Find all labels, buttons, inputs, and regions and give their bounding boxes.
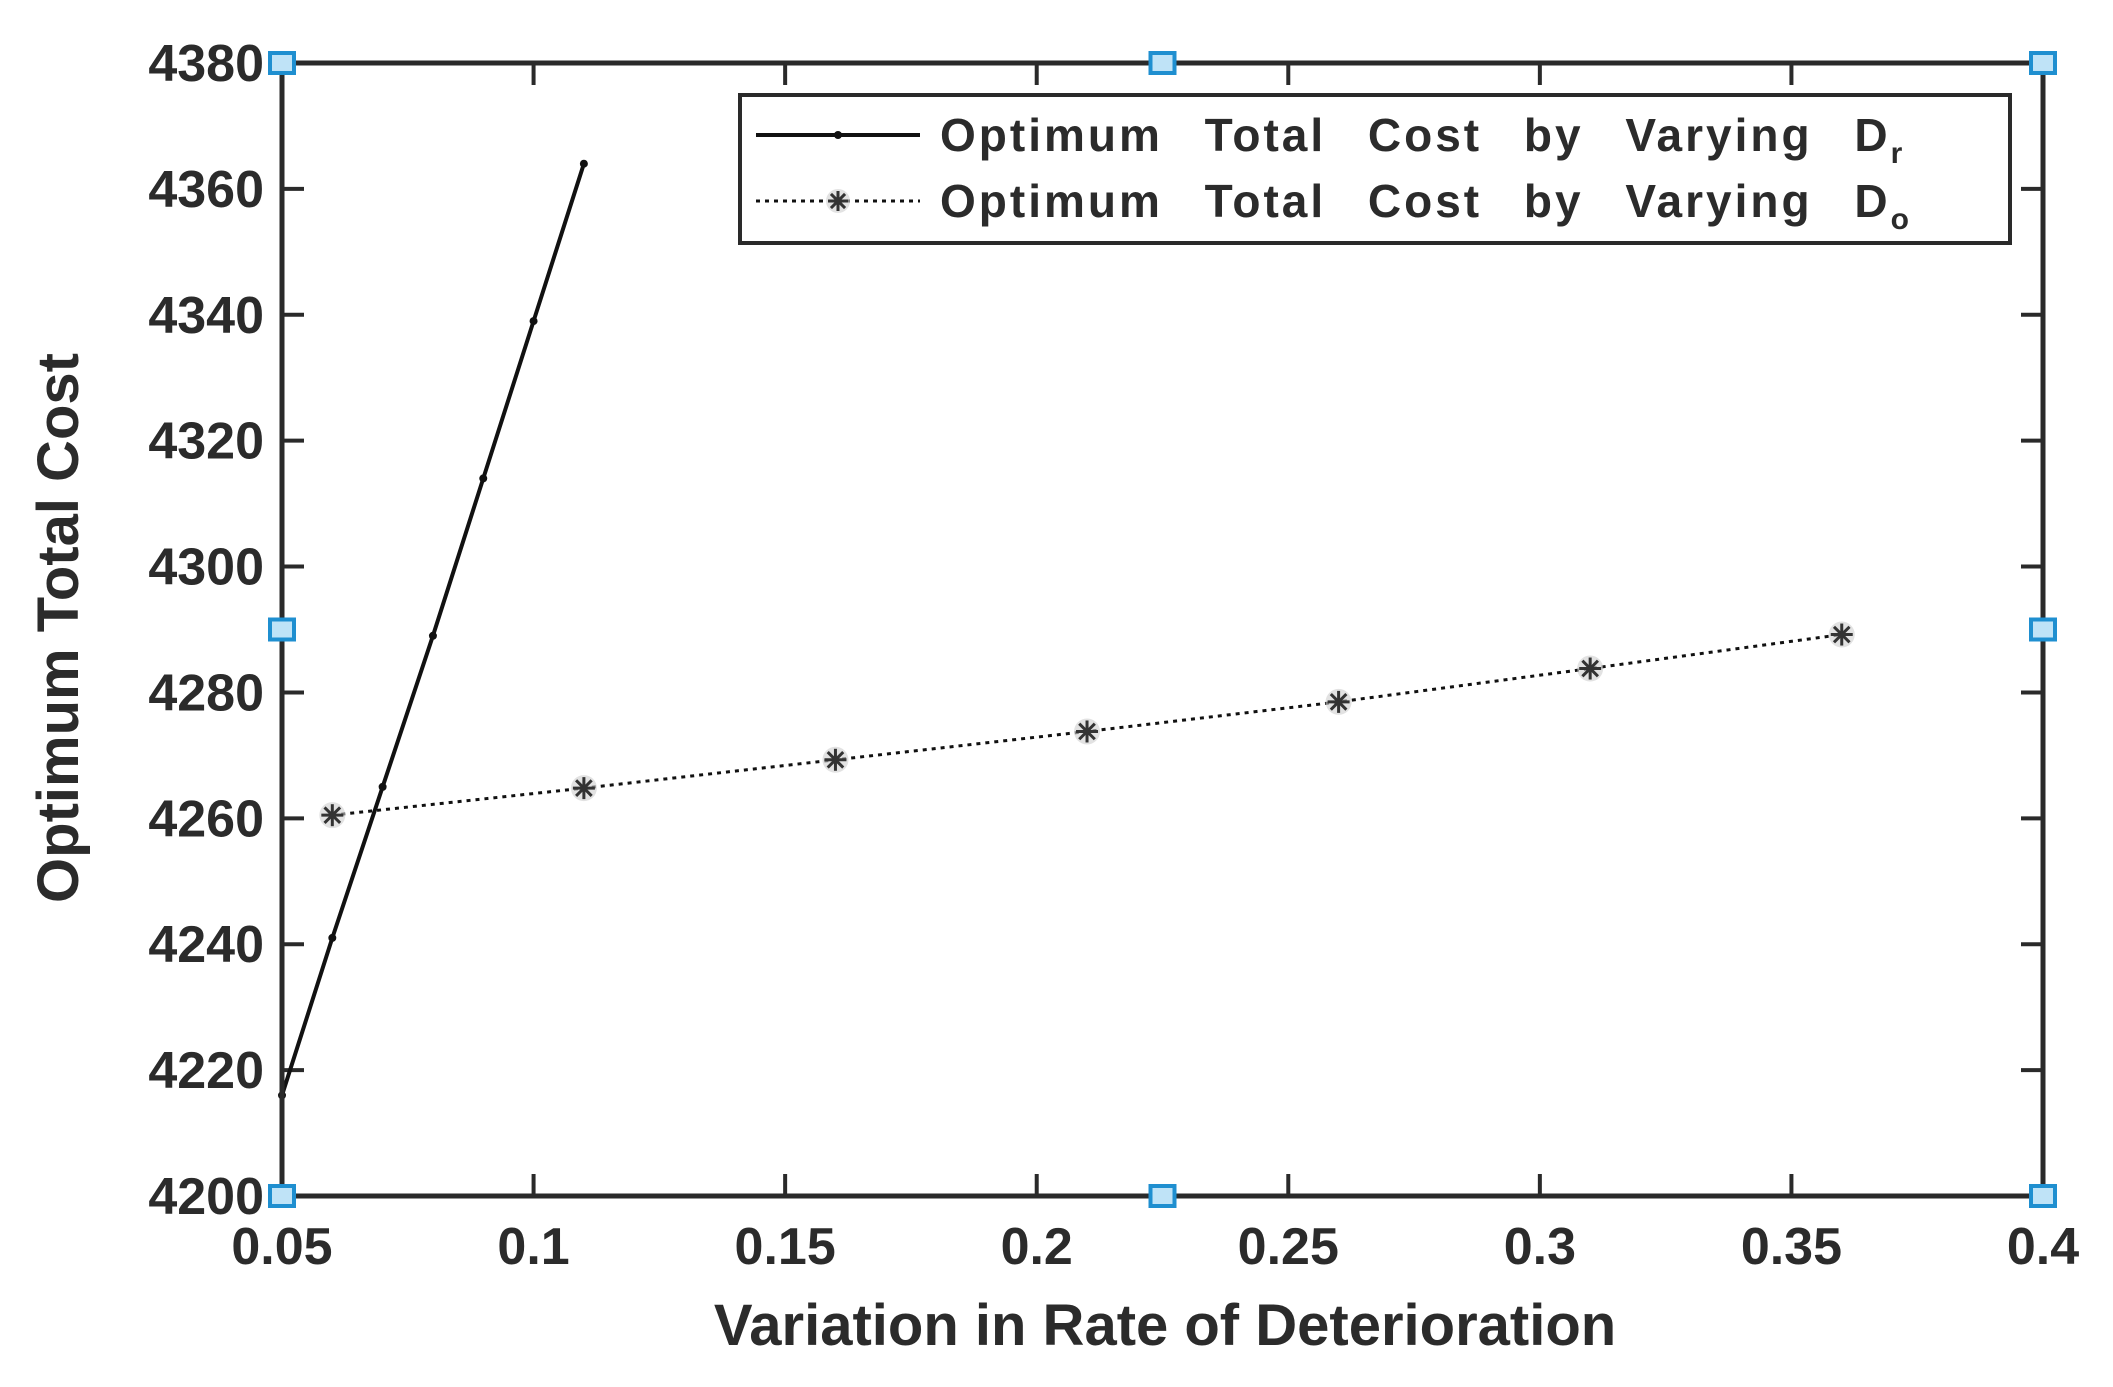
x-tick-label: 0.2 bbox=[1001, 1218, 1073, 1276]
resize-handle[interactable] bbox=[2029, 1184, 2057, 1208]
selection-handles[interactable] bbox=[268, 51, 2057, 1208]
x-tick-label: 0.35 bbox=[1741, 1218, 1842, 1276]
y-tick-label: 4240 bbox=[148, 916, 264, 974]
resize-handle[interactable] bbox=[1148, 1184, 1177, 1208]
y-tick-label: 4260 bbox=[148, 790, 264, 848]
legend: Optimum Total Cost by Varying DrOptimum … bbox=[738, 93, 2012, 245]
y-axis-label: Optimum Total Cost bbox=[26, 353, 91, 903]
data-point-dot bbox=[428, 631, 437, 640]
legend-marker bbox=[834, 131, 842, 139]
y-tick-label: 4200 bbox=[148, 1168, 264, 1226]
resize-handle[interactable] bbox=[2029, 617, 2057, 642]
series-r bbox=[278, 159, 588, 1100]
data-point-asterisk bbox=[826, 189, 850, 213]
data-point-dot bbox=[529, 317, 538, 326]
y-tick-label: 4280 bbox=[148, 664, 264, 722]
x-tick-label: 0.1 bbox=[497, 1218, 569, 1276]
x-tick-label: 0.3 bbox=[1504, 1218, 1576, 1276]
data-point-dot bbox=[479, 474, 488, 483]
y-tick-label: 4320 bbox=[148, 413, 264, 471]
x-tick-label: 0.05 bbox=[231, 1218, 332, 1276]
data-point-asterisk bbox=[570, 775, 597, 802]
data-point-asterisk bbox=[319, 802, 346, 829]
legend-label-o: Optimum Total Cost by Varying Do bbox=[940, 175, 1912, 236]
y-tick-label: 4380 bbox=[148, 35, 264, 93]
y-tick-label: 4220 bbox=[148, 1042, 264, 1100]
legend-box bbox=[738, 93, 2012, 245]
series-layer bbox=[278, 159, 1855, 1100]
data-point-dot bbox=[328, 933, 337, 942]
y-tick-label: 4360 bbox=[148, 161, 264, 219]
data-point-asterisk bbox=[822, 746, 849, 773]
y-tick-label: 4340 bbox=[148, 287, 264, 345]
x-tick-label: 0.25 bbox=[1238, 1218, 1339, 1276]
data-point-dot bbox=[378, 782, 387, 791]
resize-handle[interactable] bbox=[268, 51, 296, 75]
data-point-asterisk bbox=[1577, 655, 1604, 682]
resize-handle[interactable] bbox=[268, 1184, 296, 1208]
tick-labels: 0.05 0.1 0.15 0.2 0.25 0.3 0.35 0.4 4200 4220 4240… bbox=[148, 35, 2079, 1276]
x-tick-label: 0.4 bbox=[2007, 1218, 2079, 1276]
series-o bbox=[319, 621, 1855, 829]
y-tick-label: 4300 bbox=[148, 539, 264, 597]
series-line-r bbox=[280, 163, 586, 1096]
data-point-asterisk bbox=[1828, 621, 1855, 648]
resize-handle[interactable] bbox=[1148, 51, 1177, 75]
legend-label-r: Optimum Total Cost by Varying Dr bbox=[940, 109, 1905, 170]
data-point-asterisk bbox=[1074, 718, 1101, 745]
resize-handle[interactable] bbox=[2029, 51, 2057, 75]
x-tick-label: 0.15 bbox=[735, 1218, 836, 1276]
data-point-asterisk bbox=[1325, 688, 1352, 715]
data-point-dot bbox=[579, 159, 588, 168]
resize-handle[interactable] bbox=[268, 617, 296, 642]
x-axis-label: Variation in Rate of Deterioration bbox=[714, 1293, 1616, 1358]
